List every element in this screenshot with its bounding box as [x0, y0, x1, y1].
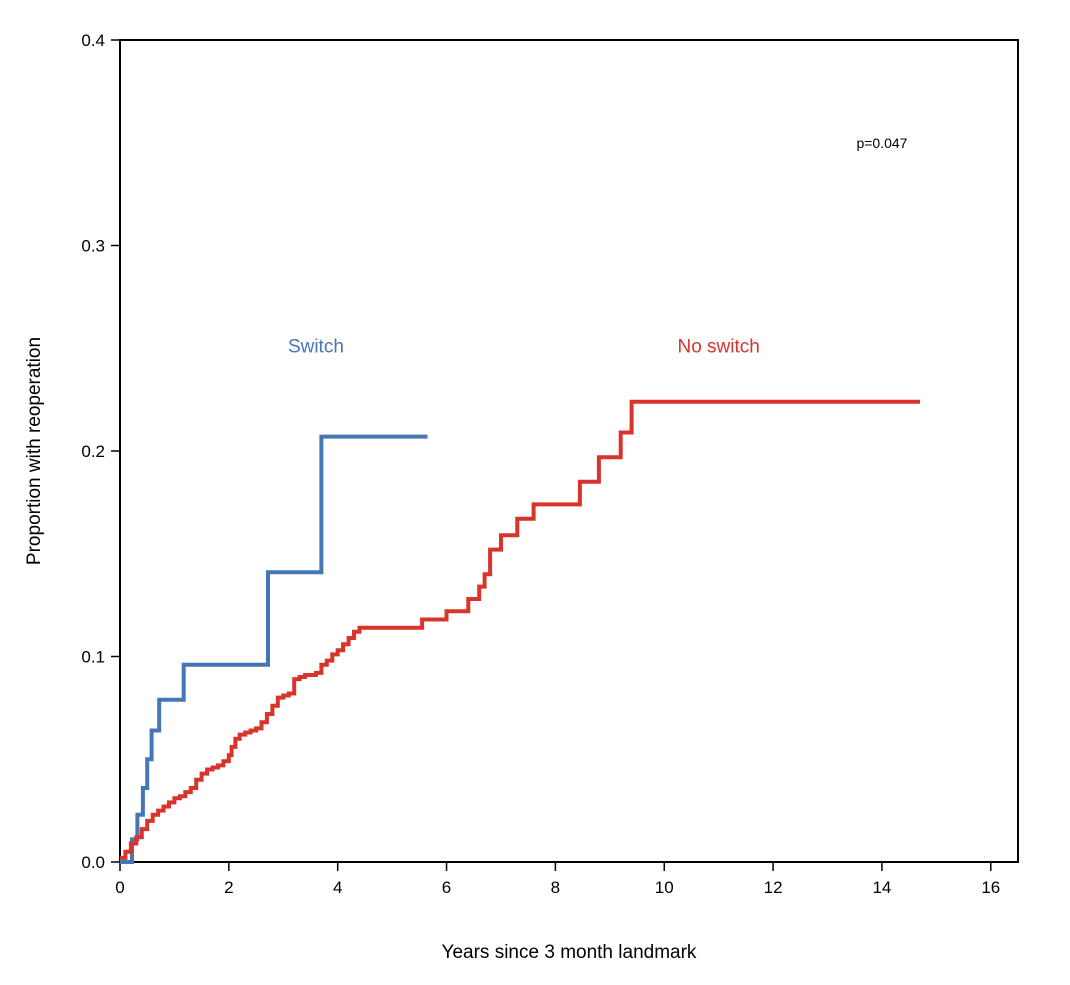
y-axis-title: Proportion with reoperation	[24, 337, 45, 565]
series-line-no-switch	[120, 399, 920, 860]
x-tick-label: 16	[981, 878, 1000, 897]
x-tick-label: 0	[115, 878, 124, 897]
x-tick-label: 14	[872, 878, 891, 897]
series-label-no-switch: No switch	[677, 336, 759, 357]
x-axis-title: Years since 3 month landmark	[442, 942, 697, 963]
y-tick-label: 0.0	[81, 853, 105, 872]
y-tick-label: 0.2	[81, 442, 105, 461]
x-tick-label: 10	[655, 878, 674, 897]
y-tick-label: 0.1	[81, 648, 105, 667]
y-tick-label: 0.4	[81, 31, 105, 50]
x-tick-label: 8	[551, 878, 560, 897]
x-tick-label: 2	[224, 878, 233, 897]
x-tick-label: 6	[442, 878, 451, 897]
p-value-annotation: p=0.047	[856, 135, 907, 151]
series-label-switch: Switch	[288, 336, 344, 357]
x-axis: 0 2 4 6 8 10 12 14 16	[115, 862, 1000, 897]
x-tick-label: 4	[333, 878, 342, 897]
y-axis: 0.0 0.1 0.2 0.3 0.4	[81, 31, 120, 872]
x-tick-label: 12	[764, 878, 783, 897]
plot-frame	[119, 39, 1019, 863]
series-group	[120, 399, 920, 864]
y-tick-label: 0.3	[81, 237, 105, 256]
series-labels: Switch No switch	[288, 336, 760, 357]
series-line-switch	[120, 434, 428, 864]
